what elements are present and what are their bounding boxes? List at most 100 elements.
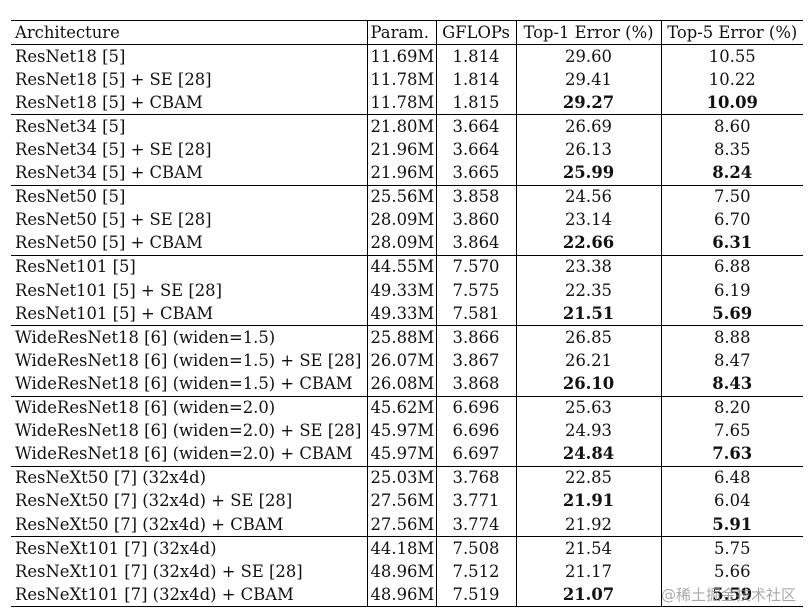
cell-gflops: 6.696	[436, 419, 517, 443]
cell-top5-error: 6.70	[714, 210, 751, 230]
table-group: ResNet101 [5] 44.55M 7.570 23.38 6.88 ResNet1…	[11, 255, 803, 326]
header-gflops: GFLOPs	[436, 20, 517, 45]
cell-param: 27.56M	[367, 489, 437, 513]
cell-gflops: 3.866	[436, 325, 517, 350]
cell-top5-error: 5.69	[712, 303, 753, 323]
cell-top1-error: 26.69	[516, 114, 662, 139]
cell-param: 48.96M	[367, 583, 437, 607]
cell-architecture: ResNet34 [5] + SE [28]	[11, 138, 368, 162]
table-row: ResNet101 [5] + SE [28] 49.33M 7.575 22.35 6…	[11, 279, 803, 303]
cell-top5-error: 6.88	[714, 257, 751, 277]
cell-architecture: ResNet18 [5]	[11, 44, 368, 69]
cell-architecture: WideResNet18 [6] (widen=1.5)	[11, 325, 368, 350]
table-row: WideResNet18 [6] (widen=2.0) 45.62M 6.696 2…	[11, 396, 803, 420]
cell-top1-error: 25.99	[516, 161, 662, 186]
cell-gflops: 6.697	[436, 442, 517, 467]
cell-gflops: 6.696	[436, 396, 517, 420]
cell-top5-error: 8.88	[714, 327, 751, 347]
cell-gflops: 1.815	[436, 91, 517, 115]
cell-architecture: ResNeXt101 [7] (32x4d) + CBAM	[11, 583, 368, 607]
table-row: ResNet34 [5] + CBAM 21.96M 3.665 25.99 8.24	[11, 161, 803, 186]
cell-gflops: 3.868	[436, 372, 517, 396]
table-row: ResNet34 [5] 21.80M 3.664 26.69 8.60	[11, 114, 803, 139]
cell-top5-error: 8.43	[712, 373, 753, 393]
table-row: ResNet18 [5] 11.69M 1.814 29.60 10.55	[11, 44, 803, 69]
header-architecture: Architecture	[11, 20, 368, 45]
cell-top5-error: 7.63	[712, 444, 753, 464]
cell-gflops: 7.512	[436, 560, 517, 584]
table-row: ResNet101 [5] 44.55M 7.570 23.38 6.88	[11, 255, 803, 280]
cell-param: 48.96M	[367, 560, 437, 584]
cell-top1-error: 26.85	[516, 325, 662, 350]
cell-param: 49.33M	[367, 279, 437, 303]
cell-param: 11.69M	[367, 44, 437, 69]
cell-top1-error: 26.10	[516, 372, 662, 396]
cell-top1-error: 25.63	[516, 396, 662, 420]
cell-architecture: WideResNet18 [6] (widen=2.0) + CBAM	[11, 442, 368, 467]
cell-top1-error: 21.54	[516, 536, 662, 561]
table-group: WideResNet18 [6] (widen=2.0) 45.62M 6.696 2…	[11, 396, 803, 467]
cell-param: 49.33M	[367, 302, 437, 326]
table-group: WideResNet18 [6] (widen=1.5) 25.88M 3.866 2…	[11, 325, 803, 396]
cell-top1-error: 21.07	[516, 583, 662, 607]
table-group: ResNet34 [5] 21.80M 3.664 26.69 8.60 ResNet34…	[11, 114, 803, 186]
table-group: ResNet50 [5] 25.56M 3.858 24.56 7.50 ResNet50…	[11, 185, 803, 256]
table-row: ResNeXt101 [7] (32x4d) + SE [28] 48.96M 7.…	[11, 560, 803, 584]
results-table-container: Architecture Param. GFLOPs Top-1 Error (…	[11, 20, 803, 607]
cell-architecture: WideResNet18 [6] (widen=2.0)	[11, 396, 368, 420]
cell-gflops: 3.858	[436, 185, 517, 209]
cell-top1-error: 22.35	[516, 279, 662, 303]
cell-param: 11.78M	[367, 91, 437, 115]
cell-top1-error: 21.17	[516, 560, 662, 584]
cell-gflops: 3.864	[436, 231, 517, 256]
header-top5-error: Top-5 Error (%)	[667, 22, 798, 42]
cell-top5-error: 6.31	[712, 233, 753, 253]
cell-param: 28.09M	[367, 208, 437, 232]
cell-architecture: ResNet101 [5] + SE [28]	[11, 279, 368, 303]
cell-param: 21.96M	[367, 138, 437, 162]
cell-param: 11.78M	[367, 68, 437, 92]
cell-param: 21.96M	[367, 161, 437, 186]
cell-param: 25.03M	[367, 466, 437, 490]
cell-architecture: WideResNet18 [6] (widen=1.5) + SE [28]	[11, 349, 368, 373]
cell-gflops: 1.814	[436, 44, 517, 69]
cell-gflops: 1.814	[436, 68, 517, 92]
cell-param: 26.08M	[367, 372, 437, 396]
watermark: @稀土掘金技术社区	[660, 586, 796, 604]
cell-param: 44.55M	[367, 255, 437, 280]
table-row: ResNeXt50 [7] (32x4d) + SE [28] 27.56M 3.7…	[11, 489, 803, 513]
cell-top5-error: 5.66	[714, 561, 751, 581]
cell-architecture: ResNet50 [5]	[11, 185, 368, 209]
cell-architecture: ResNet101 [5]	[11, 255, 368, 280]
cell-gflops: 3.860	[436, 208, 517, 232]
cell-architecture: ResNeXt101 [7] (32x4d)	[11, 536, 368, 561]
table-group: ResNeXt101 [7] (32x4d) 44.18M 7.508 21.54 5.…	[11, 536, 803, 607]
cell-top1-error: 21.91	[516, 489, 662, 513]
cell-top5-error: 8.47	[714, 350, 751, 370]
cell-top1-error: 26.21	[516, 349, 662, 373]
cell-top1-error: 21.92	[516, 512, 662, 537]
cell-top5-error: 6.19	[714, 280, 751, 300]
cell-top1-error: 29.41	[516, 68, 662, 92]
cell-top5-error: 10.55	[708, 46, 756, 66]
table-row: ResNeXt101 [7] (32x4d) 44.18M 7.508 21.54 5.…	[11, 536, 803, 561]
table-row: ResNeXt50 [7] (32x4d) + CBAM 27.56M 3.774 2…	[11, 512, 803, 537]
table-row: WideResNet18 [6] (widen=2.0) + CBAM 45.97…	[11, 442, 803, 467]
cell-param: 45.97M	[367, 419, 437, 443]
cell-top5-error: 8.24	[712, 163, 753, 183]
cell-top1-error: 22.66	[516, 231, 662, 256]
cell-architecture: ResNeXt50 [7] (32x4d)	[11, 466, 368, 490]
cell-param: 25.56M	[367, 185, 437, 209]
header-row: Architecture Param. GFLOPs Top-1 Error (…	[11, 20, 803, 45]
cell-top1-error: 21.51	[516, 302, 662, 326]
cell-gflops: 3.771	[436, 489, 517, 513]
cell-gflops: 3.664	[436, 138, 517, 162]
cell-param: 25.88M	[367, 325, 437, 350]
cell-architecture: ResNet18 [5] + CBAM	[11, 91, 368, 115]
cell-gflops: 7.575	[436, 279, 517, 303]
cell-gflops: 3.665	[436, 161, 517, 186]
table-row: ResNeXt101 [7] (32x4d) + CBAM 48.96M 7.519…	[11, 583, 803, 607]
table-row: ResNeXt50 [7] (32x4d) 25.03M 3.768 22.85 6.4…	[11, 466, 803, 490]
table-row: ResNet18 [5] + CBAM 11.78M 1.815 29.27 10.09	[11, 91, 803, 115]
cell-gflops: 7.519	[436, 583, 517, 607]
